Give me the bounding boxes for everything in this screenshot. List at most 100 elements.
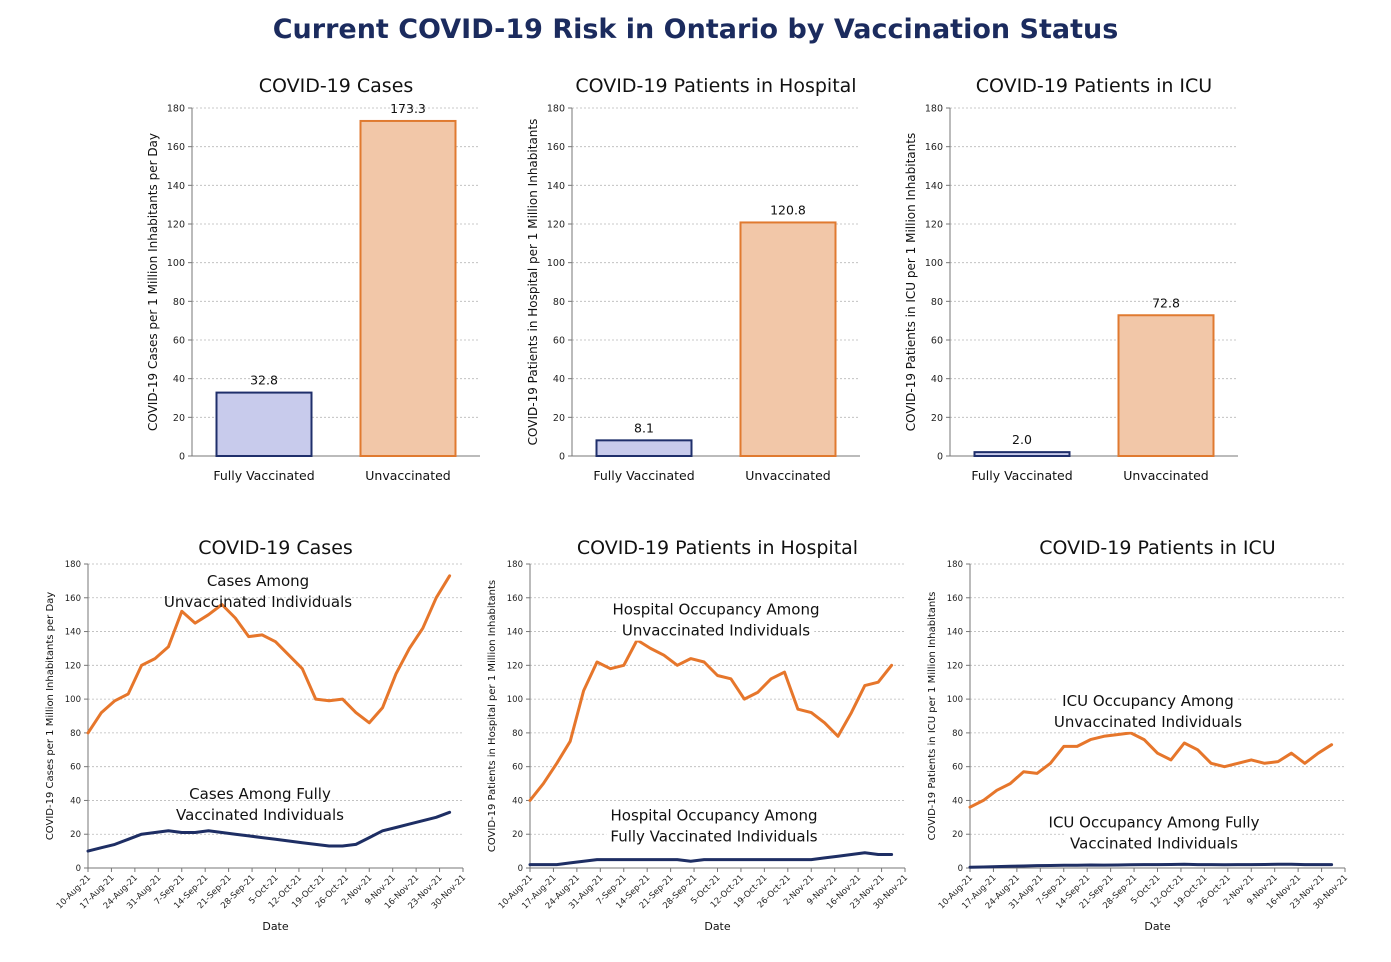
y-axis-label: COVID-19 Cases per 1 Million Inhabitants… [146, 133, 160, 431]
y-tick-label: 160 [507, 594, 523, 604]
category-label: Fully Vaccinated [213, 468, 314, 483]
y-tick-label: 0 [958, 864, 963, 874]
y-tick-label: 140 [507, 628, 523, 638]
y-tick-label: 180 [925, 104, 943, 115]
category-label: Fully Vaccinated [593, 468, 694, 483]
y-tick-label: 180 [547, 104, 565, 115]
line-chart-icu: COVID-19 Patients in ICU 0 20 40 60 80 100 120 1… [927, 537, 1350, 933]
series-line-unvaccinated [528, 638, 894, 802]
bar-value-label: 173.3 [390, 101, 426, 116]
y-tick-label: 160 [167, 142, 185, 153]
x-axis-label: Date [1144, 920, 1171, 933]
bar-value-label: 120.8 [770, 202, 806, 217]
bar-unvaccinated [739, 221, 837, 457]
y-axis-label: COVID-19 Patients in ICU per 1 Million I… [927, 592, 938, 841]
y-tick-label: 100 [947, 695, 963, 705]
series-label-fully-vaccinated: Vaccinated Individuals [1070, 834, 1238, 852]
y-axis-label: COVID-19 Patients in Hospital per 1 Mill… [487, 580, 498, 852]
series-label-background [617, 620, 815, 641]
chart-title: COVID-19 Cases [259, 75, 414, 97]
category-label: Unvaccinated [1123, 468, 1208, 483]
y-tick-label: 20 [952, 830, 963, 840]
page-title: Current COVID-19 Risk in Ontario by Vacc… [272, 14, 1119, 45]
y-axis-label: COVID-19 Patients in ICU per 1 Million I… [904, 133, 918, 431]
y-tick-label: 0 [518, 864, 523, 874]
series-label-unvaccinated: Hospital Occupancy Among [613, 601, 820, 619]
y-tick-label: 100 [167, 258, 185, 269]
series-label-background [606, 826, 822, 847]
series-label-fully-vaccinated: Fully Vaccinated Individuals [610, 828, 817, 846]
y-tick-label: 80 [70, 729, 81, 739]
y-tick-label: 0 [76, 864, 81, 874]
category-label: Unvaccinated [365, 468, 450, 483]
bar-chart-icu: COVID-19 Patients in ICU 0 20 40 60 80 100 120 1… [904, 75, 1238, 483]
y-tick-label: 120 [167, 220, 185, 231]
series-label-background [1049, 711, 1247, 732]
y-tick-label: 20 [553, 413, 565, 424]
series-label-fully-vaccinated: Hospital Occupancy Among [611, 807, 818, 825]
y-tick-label: 100 [925, 258, 943, 269]
chart-title: COVID-19 Patients in Hospital [577, 537, 858, 559]
bar-chart-hospital: COVID-19 Patients in Hospital 0 20 40 60 80 10… [526, 75, 860, 483]
y-tick-label: 40 [553, 374, 565, 385]
y-tick-label: 120 [507, 661, 523, 671]
category-label: Fully Vaccinated [971, 468, 1072, 483]
y-tick-label: 80 [512, 729, 523, 739]
chart-title: COVID-19 Patients in Hospital [575, 75, 856, 97]
y-tick-label: 100 [547, 258, 565, 269]
y-tick-label: 40 [952, 796, 963, 806]
series-line-unvaccinated [86, 574, 452, 735]
y-tick-label: 180 [167, 104, 185, 115]
y-tick-label: 20 [931, 413, 943, 424]
y-tick-label: 140 [947, 628, 963, 638]
series-label-unvaccinated: Unvaccinated Individuals [164, 593, 352, 611]
bar-value-label: 72.8 [1152, 295, 1180, 310]
bar-unvaccinated [1117, 314, 1215, 457]
y-tick-label: 80 [931, 297, 943, 308]
chart-title: COVID-19 Patients in ICU [976, 75, 1212, 97]
series-label-fully-vaccinated: Vaccinated Individuals [176, 806, 344, 824]
series-label-fully-vaccinated: Cases Among Fully [189, 785, 331, 803]
series-label-unvaccinated: Unvaccinated Individuals [1054, 713, 1242, 731]
y-tick-label: 60 [553, 336, 565, 347]
y-tick-label: 40 [173, 374, 185, 385]
series-line-fully-vaccinated [86, 810, 452, 853]
y-tick-label: 100 [65, 695, 81, 705]
y-tick-label: 40 [70, 796, 81, 806]
y-tick-label: 180 [65, 560, 81, 570]
y-tick-label: 20 [173, 413, 185, 424]
y-tick-label: 120 [925, 220, 943, 231]
line-chart-hospital: COVID-19 Patients in Hospital 0 20 40 60 80 10… [487, 537, 910, 933]
y-tick-label: 160 [547, 142, 565, 153]
series-label-background [608, 599, 824, 620]
y-tick-label: 180 [947, 560, 963, 570]
chart-title: COVID-19 Cases [198, 537, 353, 559]
bar-fully-vaccinated [595, 439, 693, 457]
y-tick-label: 160 [65, 594, 81, 604]
y-tick-label: 20 [512, 830, 523, 840]
bar-unvaccinated [359, 119, 457, 457]
bar-chart-cases: COVID-19 Cases 0 20 40 60 80 100 120 140 160 180 CO… [146, 75, 480, 483]
y-tick-label: 80 [173, 297, 185, 308]
y-tick-label: 60 [952, 763, 963, 773]
y-tick-label: 0 [937, 452, 943, 463]
series-line-unvaccinated [968, 731, 1334, 809]
y-axis-label: COVID-19 Patients in Hospital per 1 Mill… [526, 119, 540, 446]
y-tick-label: 20 [70, 830, 81, 840]
y-tick-label: 120 [947, 661, 963, 671]
bar-fully-vaccinated [973, 451, 1071, 457]
y-tick-label: 0 [559, 452, 565, 463]
y-tick-label: 60 [70, 763, 81, 773]
y-tick-label: 140 [65, 628, 81, 638]
chart-title: COVID-19 Patients in ICU [1039, 537, 1275, 559]
series-label-background [606, 805, 822, 826]
series-label-fully-vaccinated: ICU Occupancy Among Fully [1049, 813, 1260, 831]
bar-value-label: 32.8 [250, 373, 278, 388]
y-tick-label: 60 [931, 336, 943, 347]
y-tick-label: 80 [952, 729, 963, 739]
category-label: Unvaccinated [745, 468, 830, 483]
bar-value-label: 8.1 [634, 420, 654, 435]
bar-value-label: 2.0 [1012, 432, 1032, 447]
y-tick-label: 0 [179, 452, 185, 463]
y-tick-label: 60 [173, 336, 185, 347]
